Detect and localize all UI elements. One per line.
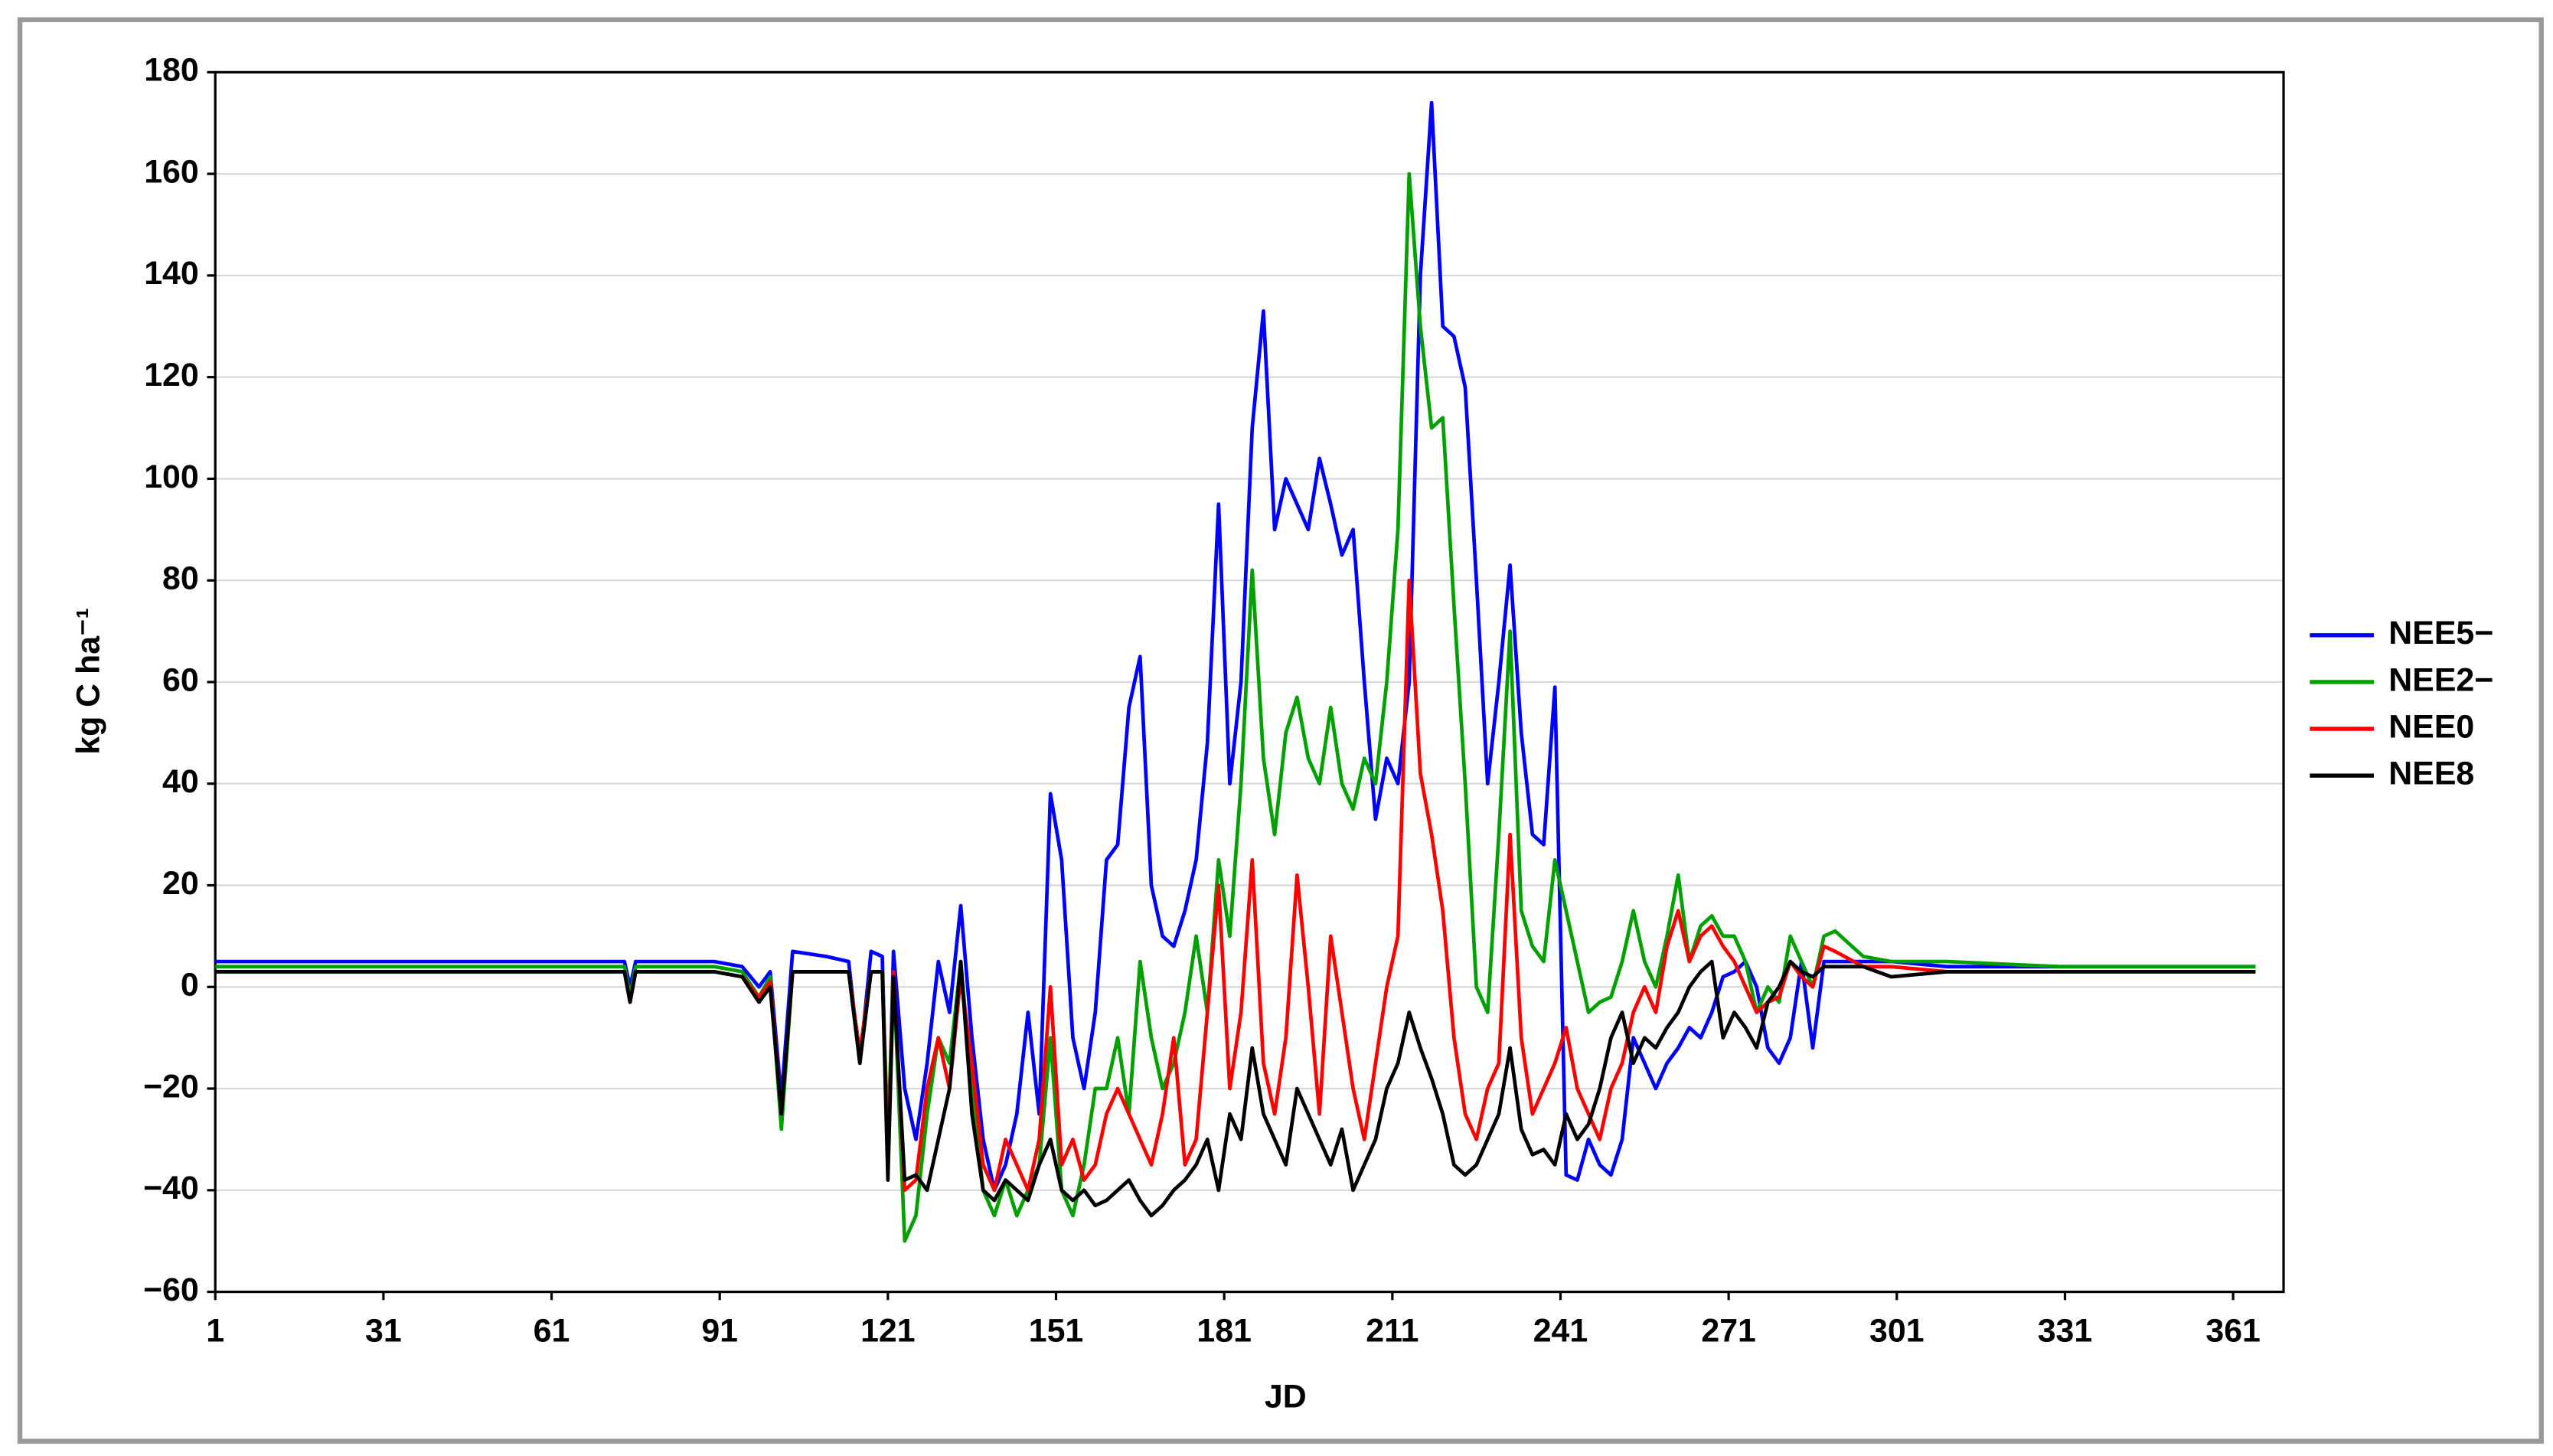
- x-tick-label: 31: [365, 1313, 402, 1350]
- y-tick-label: −20: [143, 1068, 199, 1105]
- line-series: [215, 959, 2256, 1218]
- y-tick-label: 120: [144, 357, 199, 393]
- x-tick-label: 61: [534, 1313, 570, 1350]
- legend-label: NEE5−: [2388, 615, 2493, 651]
- y-tick-label: 0: [181, 967, 199, 1004]
- y-tick-label: 20: [162, 865, 199, 902]
- x-tick-label: 331: [2038, 1313, 2093, 1350]
- y-tick-label: 100: [144, 459, 199, 495]
- frame: [17, 17, 2544, 1444]
- x-tick-label: 181: [1197, 1313, 1252, 1350]
- y-axis-label: kg C ha⁻¹: [70, 608, 107, 755]
- y-tick-label: 140: [144, 255, 199, 292]
- y-tick-label: 180: [144, 52, 199, 89]
- x-tick-label: 301: [1869, 1313, 1925, 1350]
- y-tick-label: 160: [144, 153, 199, 190]
- legend-label: NEE0: [2388, 708, 2474, 745]
- x-tick-label: 91: [701, 1313, 738, 1350]
- y-tick-label: −40: [143, 1170, 199, 1206]
- plot-border: [214, 70, 2285, 1294]
- x-tick-label: 271: [1701, 1313, 1756, 1350]
- legend-label: NEE8: [2388, 756, 2474, 792]
- y-tick-label: 80: [162, 560, 199, 597]
- x-tick-label: 121: [860, 1313, 916, 1350]
- legend-label: NEE2−: [2388, 661, 2493, 698]
- x-tick-label: 1: [206, 1313, 224, 1350]
- x-tick-label: 241: [1533, 1313, 1588, 1350]
- y-tick-label: 40: [162, 763, 199, 800]
- y-tick-label: −60: [143, 1272, 199, 1308]
- x-axis-label: JD: [1265, 1378, 1307, 1415]
- x-tick-label: 151: [1029, 1313, 1084, 1350]
- y-tick-label: 60: [162, 661, 199, 698]
- x-tick-label: 361: [2205, 1313, 2261, 1350]
- x-tick-label: 211: [1366, 1313, 1419, 1350]
